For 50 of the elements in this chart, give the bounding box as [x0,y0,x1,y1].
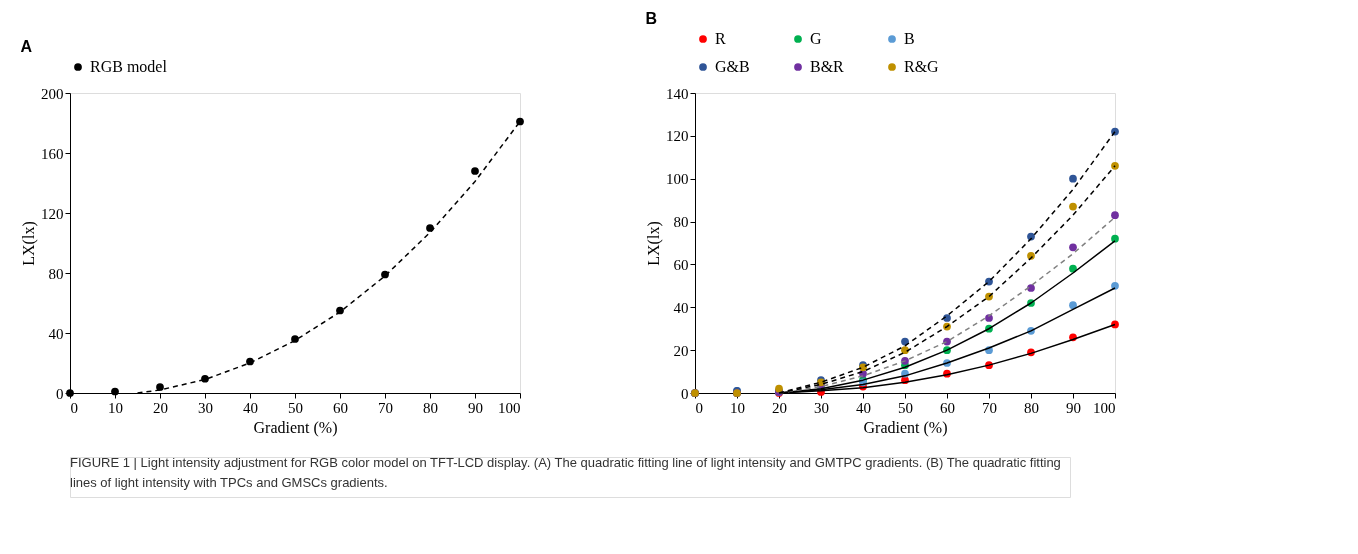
legend-label: R&G [904,58,940,75]
legend-label: B [904,30,915,47]
y-tick-label: 0 [56,385,64,402]
x-tick-label: 0 [695,399,703,416]
y-tick-label: 100 [666,171,689,188]
y-tick-label: 60 [673,256,689,273]
y-tick-label: 120 [666,128,689,145]
y-tick-label: 80 [673,214,689,231]
y-axis-title: LX(lx) [645,221,663,266]
legend-label: G [810,30,822,47]
caption: FIGURE 1 | Light intensity adjustment for RGB color model on TFT-LCD display. (A) The quadratic fitting line of light intensity and GMTPC gradients. (B) The quadratic fitting lines of light intensity with TPCs and GMSCs gradients. [70,455,1061,490]
x-axis-title: Gradient (%) [253,418,338,437]
y-tick-label: 120 [41,205,64,222]
y-tick-label: 80 [48,265,64,282]
x-tick-label: 60 [333,399,348,416]
x-tick-label: 0 [70,399,78,416]
x-tick-label: 30 [814,399,829,416]
y-axis-title: LX(lx) [20,221,38,266]
x-tick-label: 60 [940,399,955,416]
legend-label: R [715,30,726,47]
legend-label: B&R [810,58,845,75]
x-tick-label: 50 [898,399,913,416]
x-tick-label: 20 [772,399,787,416]
legend-label: G&B [715,58,750,75]
x-axis-title: Gradient (%) [863,418,948,437]
chart-title: A [20,38,33,55]
x-tick-label: 40 [243,399,258,416]
x-tick-label: 100 [498,399,521,416]
x-tick-label: 30 [198,399,213,416]
x-tick-label: 70 [982,399,997,416]
y-tick-label: 40 [673,299,689,316]
y-tick-label: 200 [41,85,64,102]
x-tick-label: 80 [1024,399,1039,416]
x-tick-label: 90 [1066,399,1081,416]
legend-label: RGB model [90,58,168,75]
y-tick-label: 140 [666,85,689,102]
x-tick-label: 40 [856,399,871,416]
x-tick-label: 70 [378,399,393,416]
x-tick-label: 10 [730,399,745,416]
x-tick-label: 90 [468,399,483,416]
x-tick-label: 80 [423,399,438,416]
x-tick-label: 50 [288,399,303,416]
y-tick-label: 0 [681,385,689,402]
y-tick-label: 160 [41,145,64,162]
x-tick-label: 100 [1093,399,1116,416]
x-tick-label: 20 [153,399,168,416]
x-tick-label: 10 [108,399,123,416]
y-tick-label: 20 [673,342,689,359]
y-tick-label: 40 [48,325,64,342]
chart-title: B [645,10,658,27]
